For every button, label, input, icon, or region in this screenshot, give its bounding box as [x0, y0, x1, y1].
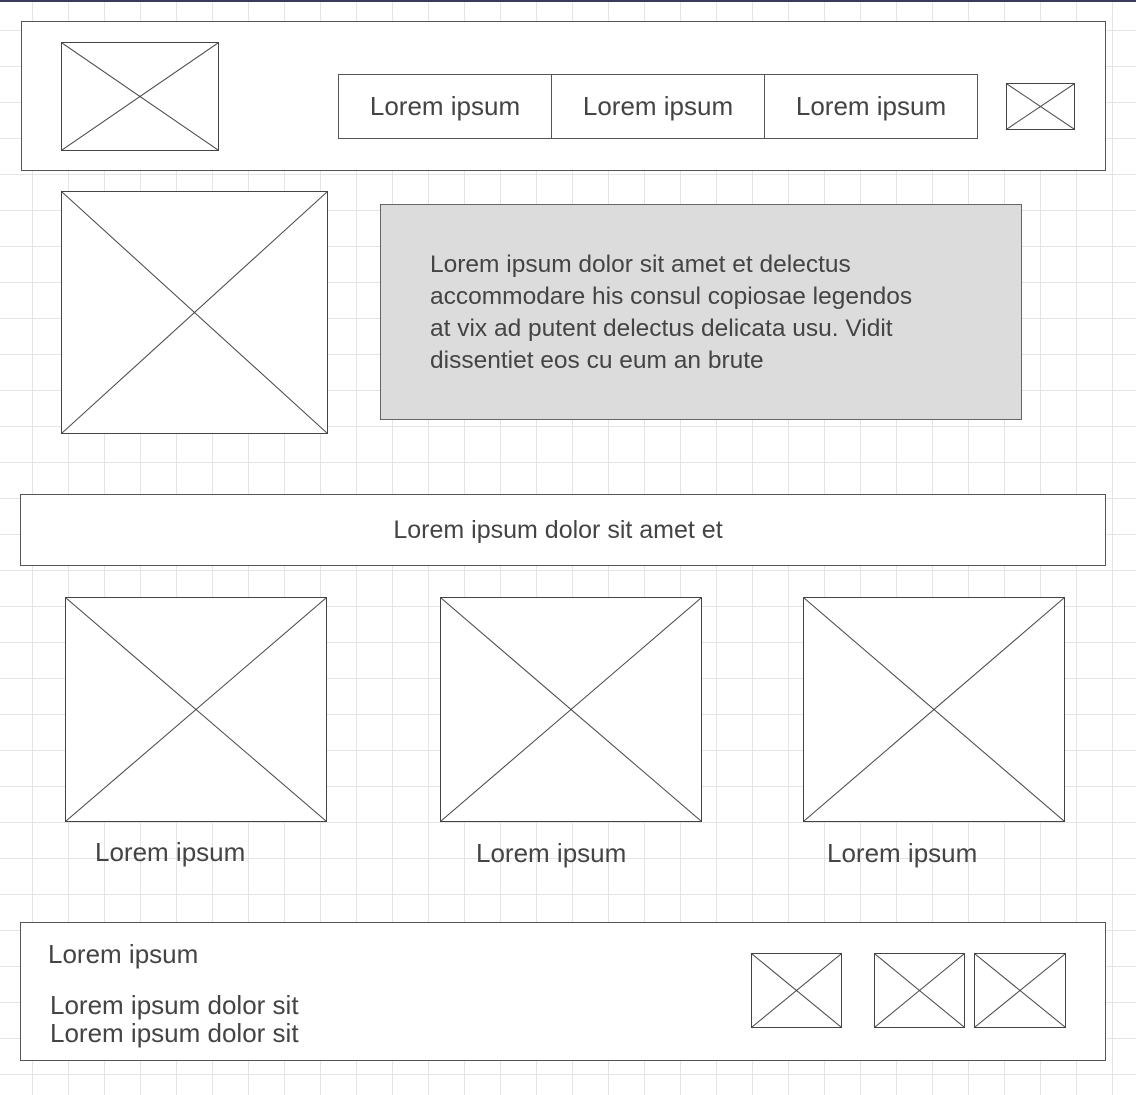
- footer-icon-placeholder-3[interactable]: [974, 953, 1066, 1028]
- image-placeholder-icon: [975, 954, 1065, 1027]
- footer-icon-placeholder-2[interactable]: [874, 953, 965, 1028]
- card-caption-3: Lorem ipsum: [827, 838, 978, 868]
- image-placeholder-icon: [62, 43, 218, 150]
- hero-text-panel: Lorem ipsum dolor sit amet et delectus a…: [380, 204, 1022, 420]
- image-placeholder-icon: [1007, 84, 1074, 129]
- header-icon-placeholder[interactable]: [1006, 83, 1075, 130]
- footer-icon-placeholder-1[interactable]: [751, 953, 842, 1028]
- card-caption-1: Lorem ipsum: [95, 837, 246, 867]
- hero-text-line-4: dissentiet eos cu eum an brute: [430, 347, 764, 374]
- image-placeholder-icon: [66, 598, 326, 821]
- card-caption-2: Lorem ipsum: [476, 838, 627, 868]
- footer-line-1: Lorem ipsum dolor sit: [50, 990, 299, 1020]
- footer-title: Lorem ipsum: [48, 939, 199, 969]
- card-image-placeholder-3[interactable]: [803, 597, 1065, 822]
- top-border: [0, 0, 1136, 2]
- card-image-placeholder-1[interactable]: [65, 597, 327, 822]
- hero-text-line-1: Lorem ipsum dolor sit amet et delectus: [430, 251, 851, 278]
- image-placeholder-icon: [441, 598, 701, 821]
- banner-text: Lorem ipsum dolor sit amet et: [393, 515, 723, 544]
- hero-text-line-2: accommodare his consul copiosae legendos: [430, 283, 913, 310]
- image-placeholder-icon: [804, 598, 1064, 821]
- image-placeholder-icon: [752, 954, 841, 1027]
- nav-bar: Lorem ipsum Lorem ipsum Lorem ipsum: [338, 74, 978, 139]
- card-image-placeholder-2[interactable]: [440, 597, 702, 822]
- nav-item-3[interactable]: Lorem ipsum: [795, 91, 947, 121]
- image-placeholder-icon: [62, 192, 327, 433]
- footer-line-2: Lorem ipsum dolor sit: [50, 1018, 299, 1048]
- nav-item-1[interactable]: Lorem ipsum: [339, 75, 552, 138]
- hero-text-line-3: at vix ad putent delectus delicata usu. …: [430, 315, 893, 342]
- banner: Lorem ipsum dolor sit amet et: [20, 494, 1106, 566]
- hero-image-placeholder[interactable]: [61, 191, 328, 434]
- logo-image-placeholder[interactable]: [61, 42, 219, 151]
- image-placeholder-icon: [875, 954, 964, 1027]
- nav-item-2[interactable]: Lorem ipsum: [552, 75, 765, 138]
